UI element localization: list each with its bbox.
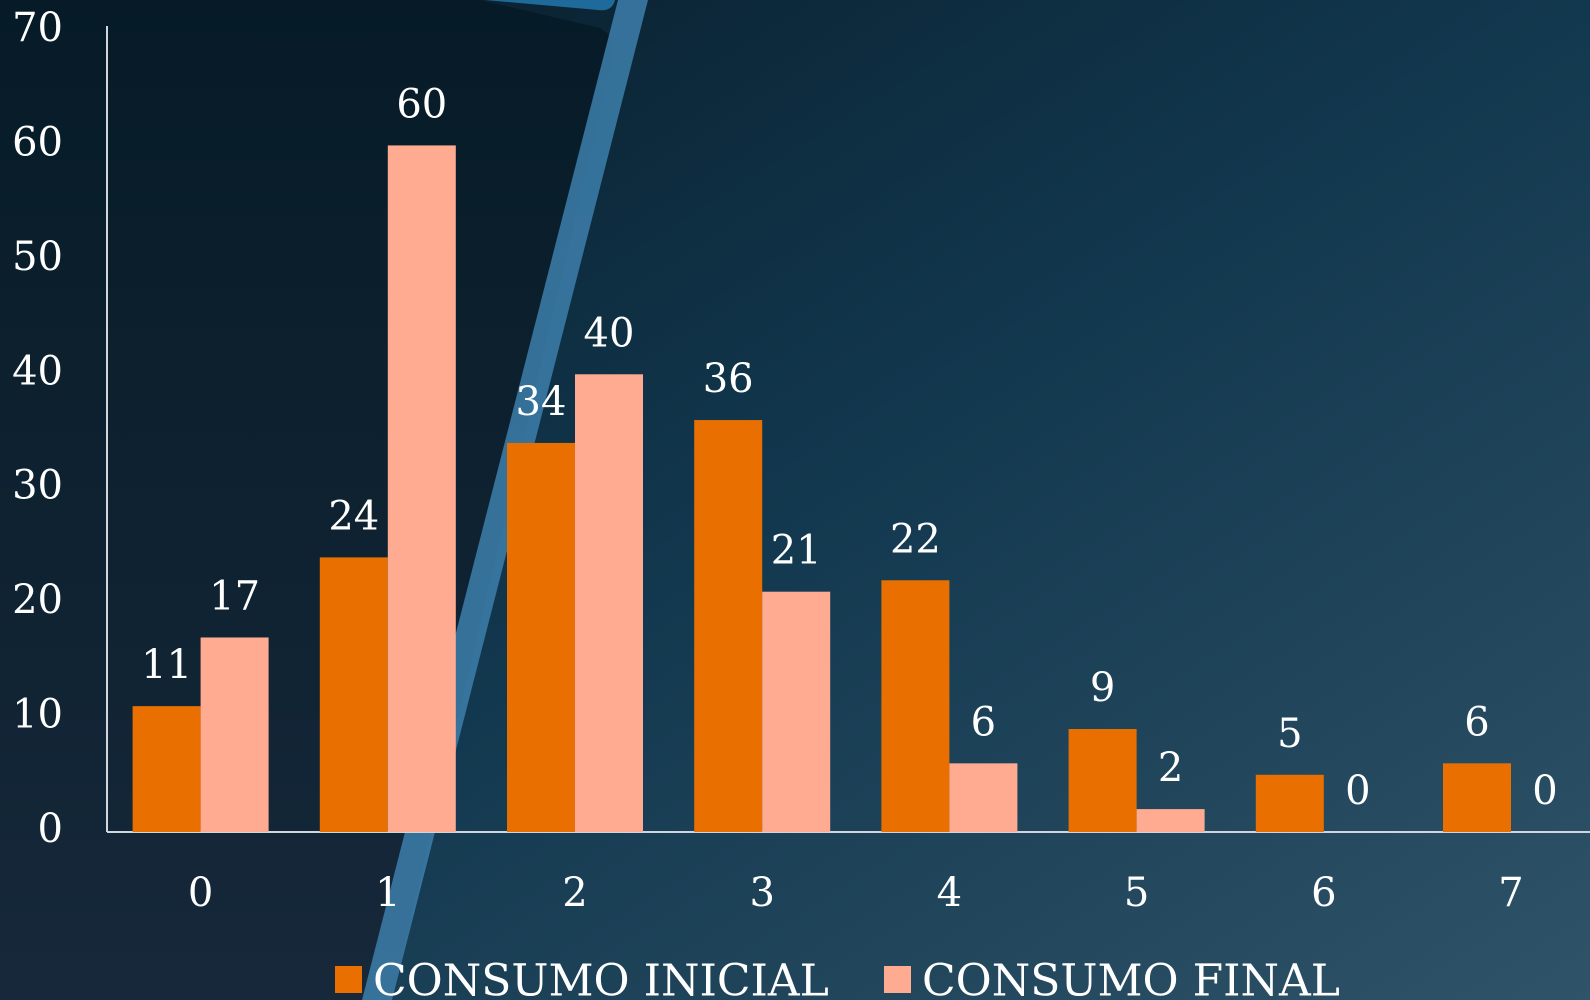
x-tick-label: 7 (1498, 870, 1523, 916)
value-label: 5 (1277, 711, 1302, 757)
value-label: 22 (890, 516, 941, 562)
value-label: 2 (1158, 745, 1183, 791)
legend-swatch (335, 966, 362, 993)
bar (575, 374, 643, 832)
top-shape (485, 0, 615, 11)
bar (200, 637, 269, 832)
value-label: 11 (141, 642, 192, 688)
y-tick-label: 70 (12, 5, 63, 51)
x-tick-label: 5 (1124, 870, 1149, 916)
bar (1255, 774, 1324, 832)
value-label: 36 (703, 356, 754, 402)
value-label: 0 (1345, 768, 1370, 814)
y-tick-label: 40 (12, 348, 63, 394)
bar (319, 557, 388, 832)
value-label: 0 (1532, 768, 1557, 814)
x-tick-label: 6 (1311, 870, 1336, 916)
bar (881, 580, 950, 832)
value-label: 6 (1464, 699, 1489, 745)
legend-label: CONSUMO FINAL (922, 956, 1340, 1000)
x-tick-label: 2 (562, 870, 587, 916)
bar (1068, 729, 1137, 832)
x-tick-label: 4 (937, 870, 962, 916)
y-tick-label: 20 (12, 577, 63, 623)
bar (507, 442, 575, 832)
bar (1443, 763, 1511, 832)
y-tick-label: 50 (12, 234, 63, 280)
bar (387, 145, 456, 832)
bar (762, 591, 831, 832)
x-tick-label: 1 (375, 870, 400, 916)
value-label: 60 (396, 81, 447, 127)
value-label: 17 (209, 573, 260, 619)
y-tick-label: 60 (12, 119, 63, 165)
y-tick-label: 30 (12, 463, 63, 509)
bar (132, 706, 201, 832)
value-label: 21 (771, 528, 822, 574)
x-tick-label: 3 (749, 870, 774, 916)
bar (1136, 809, 1205, 832)
value-label: 24 (328, 493, 379, 539)
y-tick-label: 10 (12, 692, 63, 738)
bar (949, 763, 1018, 832)
x-tick-label: 0 (188, 870, 213, 916)
value-label: 40 (584, 310, 635, 356)
value-label: 6 (971, 699, 996, 745)
legend-label: CONSUMO INICIAL (373, 956, 829, 1000)
value-label: 9 (1090, 665, 1115, 711)
legend-swatch (884, 966, 911, 993)
y-tick-label: 0 (38, 806, 63, 852)
bar (694, 420, 763, 832)
value-label: 34 (516, 379, 567, 425)
